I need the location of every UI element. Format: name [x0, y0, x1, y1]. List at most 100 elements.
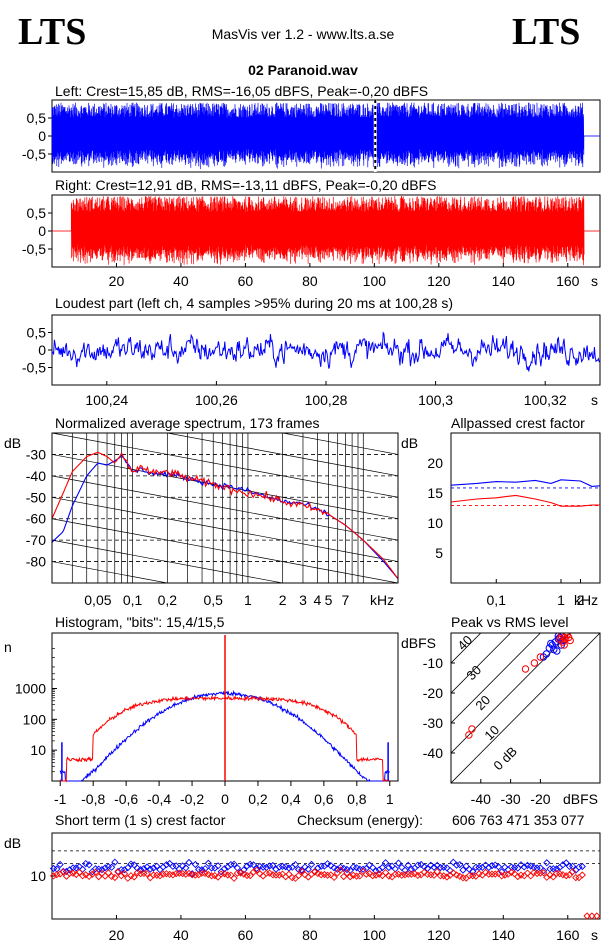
peak-rms-ytick-label: -30 — [423, 715, 443, 731]
spectrum-ytick-label: -70 — [26, 532, 46, 548]
spectrum-slope-line — [52, 518, 398, 583]
short-term-point — [507, 863, 516, 871]
peak-rms-point — [556, 635, 564, 643]
short-term-point — [107, 872, 116, 881]
short-term-point — [66, 869, 74, 878]
short-term-point — [530, 863, 538, 872]
short-term-point — [140, 869, 148, 878]
short-term-point — [568, 862, 577, 870]
peak-rms-diagonal — [451, 633, 512, 694]
short-term-point — [69, 864, 77, 872]
crest-factor-xtick-label: 2 — [577, 592, 585, 608]
short-term-point — [410, 870, 419, 878]
peak-rms-plot: 40 30 20 100 dB — [451, 633, 600, 783]
spectrum-frame — [51, 432, 399, 584]
short-term-point — [349, 863, 358, 871]
right-waveform-ytick-label: 0 — [38, 223, 46, 239]
short-term-point — [104, 863, 113, 871]
short-term-point — [288, 873, 296, 882]
short-term-point — [527, 862, 535, 870]
short-term-point — [317, 871, 325, 879]
short-term-point — [124, 874, 132, 882]
spectrum-ytick-label: -30 — [26, 446, 46, 462]
peak-rms-diagonal — [451, 633, 541, 724]
short-term-point — [169, 871, 177, 879]
short-term-ylabel: dB — [4, 835, 21, 851]
crest-factor-title: Allpassed crest factor — [451, 415, 585, 431]
peak-rms-point — [560, 641, 568, 649]
histogram-xtick-label: -0,6 — [114, 791, 138, 807]
short-term-point — [149, 871, 158, 879]
spectrum-slope-line — [52, 475, 398, 541]
short-term-xtick-label: 120 — [427, 927, 451, 943]
short-term-point — [475, 863, 483, 872]
short-term-xunit: s — [591, 927, 598, 943]
crest-factor-series-line — [450, 479, 601, 487]
short-term-point — [578, 871, 586, 879]
crest-factor-xtick-label: 0,1 — [487, 592, 507, 608]
short-term-point — [127, 872, 135, 880]
short-term-point — [191, 860, 200, 869]
right-waveform-xtick-label: 80 — [302, 273, 318, 289]
short-term-point — [49, 864, 58, 873]
short-term-point — [59, 868, 67, 876]
short-term-ytick-label: 10 — [30, 868, 46, 884]
short-term-tail-point — [593, 912, 601, 920]
short-term-point — [282, 863, 290, 871]
spectrum-slope-line — [52, 496, 398, 562]
short-term-point — [111, 858, 119, 866]
short-term-point — [269, 871, 277, 879]
spectrum-left-line — [52, 453, 398, 580]
short-term-point — [143, 863, 151, 871]
short-term-point — [385, 872, 393, 880]
short-term-point — [572, 873, 580, 882]
short-term-point — [307, 860, 316, 869]
spectrum-xtick-label: 0,2 — [158, 592, 178, 608]
short-term-point — [562, 872, 570, 880]
short-term-point — [53, 865, 61, 873]
short-term-point — [182, 864, 190, 872]
right-waveform-xtick-label: 160 — [556, 273, 580, 289]
short-term-point — [385, 863, 393, 872]
left-waveform-series-line — [51, 102, 600, 170]
short-term-point — [246, 860, 254, 868]
short-term-point — [201, 865, 209, 873]
peak-rms-xlabel: dBFS — [563, 791, 598, 807]
right-waveform-xtick-label: 60 — [238, 273, 254, 289]
short-term-point — [133, 869, 142, 877]
loudest-part-xtick-label: 100,3 — [418, 392, 453, 408]
right-waveform-title: Right: Crest=12,91 dB, RMS=-13,11 dBFS, … — [55, 177, 436, 193]
short-term-point — [539, 869, 548, 877]
short-term-point — [362, 870, 370, 878]
short-term-point — [117, 872, 125, 880]
short-term-point — [298, 867, 306, 875]
short-term-point — [440, 863, 448, 871]
short-term-point — [114, 868, 122, 876]
short-term-point — [314, 864, 322, 872]
loudest-part-xunit: s — [591, 392, 598, 408]
spectrum-xtick-label: 1 — [244, 592, 252, 608]
peak-rms-point — [539, 653, 548, 661]
histogram-xtick-label: 0,8 — [347, 791, 367, 807]
peak-rms-diagonal — [451, 633, 482, 664]
short-term-point — [491, 870, 499, 878]
short-term-point — [356, 872, 364, 880]
right-waveform-series-line — [52, 196, 600, 266]
right-waveform-ytick-label: -0,5 — [22, 241, 46, 257]
short-term-point — [407, 865, 416, 873]
short-term-point — [249, 868, 258, 876]
short-term-point — [394, 870, 403, 878]
short-term-point — [459, 874, 467, 882]
short-term-point — [565, 862, 574, 871]
spectrum-slope-line — [52, 326, 398, 390]
peak-rms-ytick-label: -10 — [423, 655, 443, 671]
short-term-point — [330, 864, 338, 872]
short-term-point — [317, 862, 325, 870]
short-term-point — [527, 872, 535, 880]
short-term-point — [575, 863, 583, 871]
short-term-point — [533, 869, 541, 878]
app-title: MasVis ver 1.2 - www.lts.a.se — [212, 26, 395, 42]
short-term-point — [207, 872, 216, 880]
peak-rms-diagonal-label: 0 dB — [490, 744, 520, 774]
